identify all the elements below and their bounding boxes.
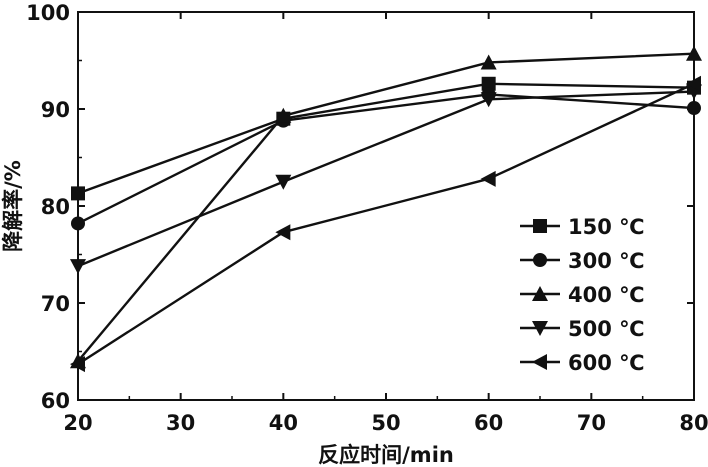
x-tick-label: 40 — [269, 411, 298, 435]
series-5 — [70, 75, 701, 373]
legend-marker — [532, 354, 547, 370]
legend-item: 500 ℃ — [520, 317, 645, 341]
y-tick-label: 70 — [41, 292, 70, 316]
axes-layer: 20 30 40 50 60 70 80 60 70 80 90 100 — [26, 1, 708, 435]
legend-marker — [533, 219, 547, 233]
x-tick-label: 60 — [474, 411, 503, 435]
legend-item: 400 ℃ — [520, 283, 645, 307]
x-axis-title: 反应时间/min — [318, 443, 454, 467]
x-tick-label: 80 — [679, 411, 708, 435]
legend-label: 600 ℃ — [568, 351, 645, 375]
x-tick-label: 70 — [577, 411, 606, 435]
legend-item: 300 ℃ — [520, 249, 645, 273]
series-line — [77, 82, 695, 366]
legend-marker — [532, 286, 548, 301]
data-point — [687, 101, 701, 116]
series-line — [77, 93, 695, 225]
series-layer — [70, 45, 702, 373]
y-tick-label: 80 — [41, 195, 70, 219]
y-axis-title: 降解率/% — [1, 160, 25, 252]
data-point — [275, 224, 291, 241]
legend-marker — [532, 321, 548, 336]
data-point — [686, 75, 701, 92]
x-tick-label: 20 — [63, 411, 92, 435]
data-point — [480, 92, 497, 108]
data-point — [686, 45, 702, 61]
series-line — [77, 52, 695, 362]
series-line — [77, 90, 695, 268]
legend-label: 300 ℃ — [568, 249, 645, 273]
data-point — [275, 107, 292, 123]
legend-label: 400 ℃ — [568, 283, 645, 307]
x-tick-label: 50 — [371, 411, 400, 435]
legend-marker — [533, 253, 547, 267]
x-tick-label: 30 — [166, 411, 195, 435]
legend-item: 600 ℃ — [520, 351, 645, 375]
data-point — [71, 216, 85, 231]
series-4 — [70, 84, 702, 275]
series-2 — [71, 87, 701, 231]
data-point — [71, 186, 85, 201]
legend: 150 ℃ 300 ℃ 400 ℃ 500 ℃ 600 ℃ — [520, 215, 645, 375]
data-point — [70, 356, 85, 373]
data-point — [480, 54, 497, 70]
data-point — [480, 170, 496, 187]
y-tick-label: 100 — [26, 1, 70, 25]
data-point — [275, 174, 292, 190]
data-point — [481, 76, 496, 91]
series-line — [77, 82, 695, 195]
legend-label: 150 ℃ — [568, 215, 645, 239]
data-point — [70, 259, 86, 275]
legend-item: 150 ℃ — [520, 215, 645, 239]
y-tick-label: 90 — [41, 98, 70, 122]
y-tick-label: 60 — [41, 389, 70, 413]
legend-label: 500 ℃ — [568, 317, 645, 341]
